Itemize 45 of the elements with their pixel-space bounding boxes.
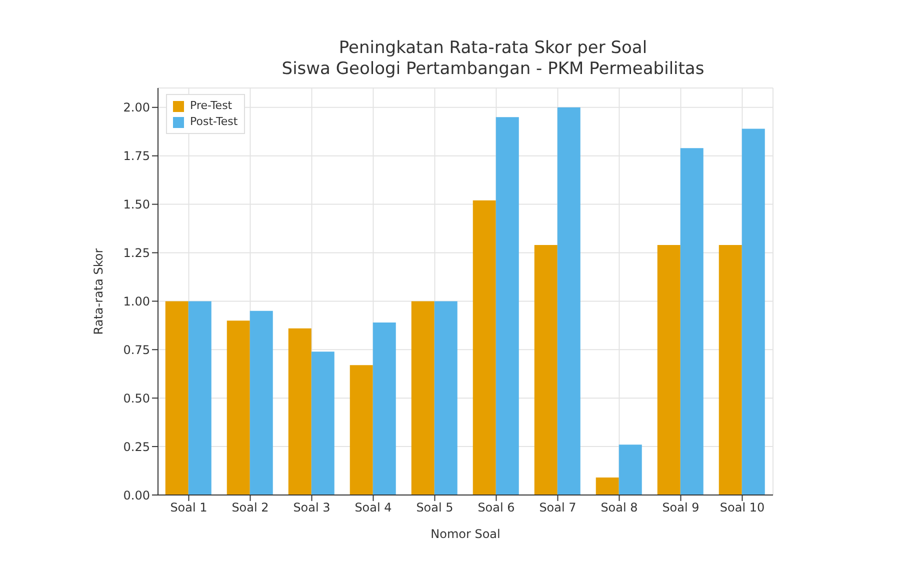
bar xyxy=(372,322,396,495)
bar xyxy=(718,244,742,495)
bar xyxy=(226,320,250,495)
y-tick-label: 0.00 xyxy=(123,488,150,502)
x-tick-label: Soal 5 xyxy=(416,500,454,515)
bar xyxy=(188,301,212,495)
x-tick-label: Soal 7 xyxy=(539,500,576,515)
x-tick-label: Soal 4 xyxy=(354,500,392,515)
bar xyxy=(657,244,680,495)
y-tick-label: 1.25 xyxy=(123,246,150,260)
legend-label: Post-Test xyxy=(190,114,238,130)
bar xyxy=(557,107,580,495)
x-tick-label: Soal 8 xyxy=(600,500,638,515)
y-tick-label: 2.00 xyxy=(123,100,150,115)
bar xyxy=(596,478,619,495)
x-tick-label: Soal 2 xyxy=(232,500,269,515)
bar xyxy=(496,117,519,495)
bar xyxy=(165,301,188,495)
bar xyxy=(680,148,704,495)
y-tick-label: 1.75 xyxy=(123,149,150,164)
bar xyxy=(472,200,496,495)
bar xyxy=(618,444,642,495)
x-tick-label: Soal 1 xyxy=(170,500,208,515)
bar xyxy=(350,365,373,495)
bar xyxy=(311,352,334,495)
bar xyxy=(250,310,273,495)
x-tick-label: Soal 10 xyxy=(720,500,765,515)
x-tick-label: Soal 3 xyxy=(293,500,330,515)
bar xyxy=(534,244,558,495)
y-axis-title: Rata-rata Skor xyxy=(91,248,106,335)
bar xyxy=(411,301,434,495)
x-tick-label: Soal 6 xyxy=(478,500,515,515)
y-tick-label: 0.25 xyxy=(123,440,150,454)
bar xyxy=(742,128,765,495)
y-tick-label: 1.50 xyxy=(123,198,150,212)
chart-title: Peningkatan Rata-rata Skor per Soal xyxy=(338,38,648,59)
y-tick-label: 0.50 xyxy=(123,391,150,406)
x-axis-title: Nomor Soal xyxy=(430,527,500,541)
bar xyxy=(288,328,312,495)
y-tick-label: 0.75 xyxy=(123,342,150,357)
x-tick-label: Soal 9 xyxy=(662,500,700,515)
y-tick-label: 1.00 xyxy=(123,294,150,308)
chart-subtitle: Siswa Geologi Pertambangan - PKM Permeabilitas xyxy=(280,59,706,80)
bar xyxy=(434,301,458,495)
legend-label: Pre-Test xyxy=(190,98,232,114)
